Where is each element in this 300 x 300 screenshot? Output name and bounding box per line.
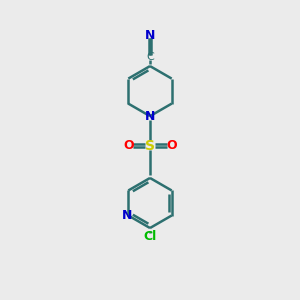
Text: N: N [145,29,155,42]
Text: N: N [145,110,155,123]
Text: O: O [124,139,134,152]
Text: C: C [146,52,154,62]
Text: O: O [166,139,176,152]
Text: S: S [145,139,155,153]
Text: N: N [122,209,132,222]
Text: Cl: Cl [143,230,157,243]
